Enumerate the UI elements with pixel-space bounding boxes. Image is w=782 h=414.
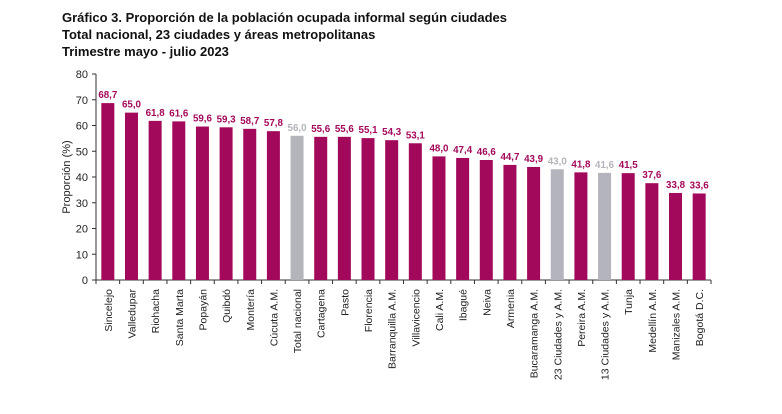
bar xyxy=(456,157,470,280)
x-tick-label: Bucaramanga A.M. xyxy=(529,289,541,378)
data-label: 33,6 xyxy=(690,180,709,191)
data-label: 44,7 xyxy=(500,152,519,163)
x-tick-label: Pereira A.M. xyxy=(576,289,588,347)
bar xyxy=(432,156,446,280)
data-label: 41,5 xyxy=(619,160,638,171)
data-label: 59,6 xyxy=(193,114,212,125)
x-tick-label: Popayán xyxy=(197,289,209,331)
data-label: 56,0 xyxy=(288,123,307,134)
data-label: 46,6 xyxy=(477,147,496,158)
data-label: 55,6 xyxy=(335,124,354,135)
x-tick-label: Sincelejo xyxy=(103,289,115,332)
x-tick-label: Montería xyxy=(245,289,257,331)
bar xyxy=(337,136,351,280)
x-tick-label: Tunja xyxy=(623,289,635,315)
bar xyxy=(621,173,635,280)
y-tick-label: 60 xyxy=(76,121,88,133)
x-tick-label: Cali A.M. xyxy=(434,289,446,331)
bar xyxy=(550,169,564,280)
data-label: 47,4 xyxy=(453,145,472,156)
bar xyxy=(645,183,659,280)
data-label: 41,6 xyxy=(595,160,614,171)
y-tick-label: 50 xyxy=(76,146,88,158)
y-tick-label: 0 xyxy=(82,275,88,287)
x-tick-label: Bogotá D.C. xyxy=(694,289,706,346)
bar xyxy=(408,143,422,280)
x-tick-label: Florencia xyxy=(363,289,375,332)
bar xyxy=(195,126,209,280)
data-label: 43,0 xyxy=(548,156,567,167)
bar xyxy=(598,172,612,280)
bar xyxy=(314,136,328,280)
x-tick-label: Neiva xyxy=(481,289,493,316)
bar xyxy=(290,135,304,280)
data-label: 57,8 xyxy=(264,118,283,129)
data-label: 55,1 xyxy=(359,125,378,136)
data-label: 68,7 xyxy=(98,90,117,101)
x-tick-label: Riohacha xyxy=(150,289,162,334)
bar xyxy=(385,140,399,280)
x-tick-label: Total nacional xyxy=(292,289,304,353)
chart-title: Gráfico 3. Proporción de la población oc… xyxy=(62,10,507,25)
x-tick-label: Manizales A.M. xyxy=(671,289,683,360)
y-tick-label: 70 xyxy=(76,95,88,107)
x-tick-label: Medellín A.M. xyxy=(647,289,659,353)
bar xyxy=(479,160,493,280)
x-tick-label: Pasto xyxy=(339,289,351,316)
data-label: 33,8 xyxy=(666,180,685,191)
bar xyxy=(692,193,706,280)
x-tick-label: Quibdó xyxy=(221,289,233,323)
x-tick-label: 23 Ciudades y A.M. xyxy=(552,289,564,380)
bar xyxy=(172,121,186,280)
bar xyxy=(669,192,683,280)
y-tick-label: 80 xyxy=(76,69,88,81)
data-label: 59,3 xyxy=(217,114,236,125)
bar xyxy=(219,127,233,281)
y-tick-label: 30 xyxy=(76,198,88,210)
bar xyxy=(243,128,257,280)
x-tick-label: Armenia xyxy=(505,289,517,328)
y-tick-label: 20 xyxy=(76,224,88,236)
bar xyxy=(148,120,162,281)
bar xyxy=(574,172,588,280)
data-label: 55,6 xyxy=(311,124,330,135)
bar xyxy=(266,131,280,280)
y-tick-label: 40 xyxy=(76,172,88,184)
data-label: 43,9 xyxy=(524,154,543,165)
bar xyxy=(503,164,517,280)
data-label: 61,8 xyxy=(146,108,165,119)
x-tick-label: Ibagué xyxy=(458,289,470,321)
chart-subtitle: Total nacional, 23 ciudades y áreas metr… xyxy=(62,27,376,42)
x-tick-label: Santa Marta xyxy=(174,289,186,346)
bar xyxy=(101,103,115,280)
bar xyxy=(527,166,541,280)
data-label: 37,6 xyxy=(642,170,661,181)
x-tick-label: 13 Ciudades y A.M. xyxy=(600,289,612,380)
chart-titles: Gráfico 3. Proporción de la población oc… xyxy=(62,9,507,60)
y-tick-label: 10 xyxy=(76,249,88,261)
x-tick-label: Valledupar xyxy=(126,289,138,339)
data-label: 48,0 xyxy=(429,143,448,154)
data-label: 61,6 xyxy=(169,108,188,119)
x-tick-label: Villavicencio xyxy=(410,289,422,347)
data-label: 65,0 xyxy=(122,100,141,111)
data-label: 54,3 xyxy=(382,127,401,138)
data-label: 58,7 xyxy=(240,116,259,127)
data-label: 41,8 xyxy=(571,159,590,170)
data-label: 53,1 xyxy=(406,130,425,141)
x-tick-label: Barranquilla A.M. xyxy=(387,289,399,369)
bar xyxy=(124,112,138,280)
x-tick-label: Cúcuta A.M. xyxy=(268,289,280,346)
chart-period: Trimestre mayo - julio 2023 xyxy=(62,44,229,59)
y-axis-label: Proporción (%) xyxy=(61,140,73,213)
bar xyxy=(361,138,375,280)
x-tick-label: Cartagena xyxy=(316,289,328,338)
